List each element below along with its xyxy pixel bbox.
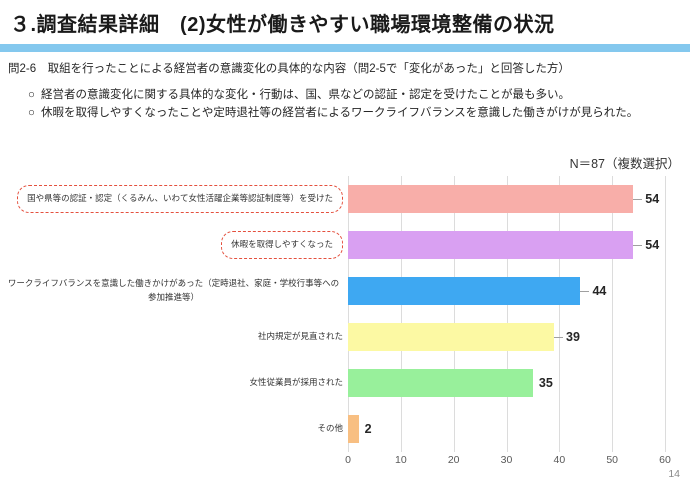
gridline <box>348 176 349 452</box>
category-label-cell: 社内規定が見直された <box>0 330 348 344</box>
page-title: ３.調査結果詳細 (2)女性が働きやすい職場環境整備の状況 <box>10 14 555 36</box>
bar <box>348 185 634 213</box>
leader-line <box>554 336 564 338</box>
value-label: 44 <box>592 284 607 298</box>
category-label-cell: 休暇を取得しやすくなった <box>0 231 348 259</box>
gridline <box>559 176 561 452</box>
bullet-item: ○ 経営者の意識変化に関する具体的な変化・行動は、国、県などの認証・認定を受けたこ… <box>28 88 676 103</box>
value-label: 35 <box>538 376 553 390</box>
bullet-marker: ○ <box>28 89 35 101</box>
plot-area <box>348 176 666 452</box>
chart-row: 休暇を取得しやすくなった 54 <box>0 222 690 268</box>
bullet-item: ○ 休暇を取得しやすくなったことや定時退社等の経営者によるワークライフバランスを意… <box>28 106 676 121</box>
chart-row: 女性従業員が採用された 35 <box>0 360 690 406</box>
leader-line <box>580 290 590 292</box>
category-label-cell: 国や県等の認証・認定（くるみん、いわて女性活躍企業等認証制度等）を受けた <box>0 185 348 213</box>
gridline <box>400 176 402 452</box>
value-label: 2 <box>364 422 372 436</box>
gridline <box>453 176 455 452</box>
category-label: 国や県等の認証・認定（くるみん、いわて女性活躍企業等認証制度等）を受けた <box>27 193 333 204</box>
bullet-text: 休暇を取得しやすくなったことや定時退社等の経営者によるワークライフバランスを意識… <box>40 106 639 119</box>
category-label: 社内規定が見直された <box>257 331 343 342</box>
x-tick: 0 <box>345 454 351 466</box>
gridline <box>612 176 614 452</box>
bar <box>348 323 555 351</box>
bar <box>348 415 359 443</box>
chart-row: 国や県等の認証・認定（くるみん、いわて女性活躍企業等認証制度等）を受けた 54 <box>0 176 690 222</box>
title-accent-bar <box>0 44 690 52</box>
chart-row: その他 2 <box>0 406 690 452</box>
bar <box>348 231 634 259</box>
chart-row: 社内規定が見直された 39 <box>0 314 690 360</box>
value-label: 54 <box>645 192 660 206</box>
question-text: 問2-6 取組を行ったことによる経営者の意識変化の具体的な内容（問2-5で「変化… <box>8 63 570 75</box>
bullet-text: 経営者の意識変化に関する具体的な変化・行動は、国、県などの認証・認定を受けたこと… <box>40 89 570 101</box>
bar-cell: 44 <box>348 277 678 305</box>
x-axis: 0 10 20 30 40 50 60 <box>345 454 671 472</box>
x-tick: 50 <box>606 454 618 466</box>
sample-size-label: N＝87（複数選択） <box>569 157 680 171</box>
chart-row: ワークライフバランスを意識した働きかけがあった（定時退社、家庭・学校行事等への参… <box>0 268 690 314</box>
value-label: 54 <box>645 238 660 252</box>
bar <box>348 277 581 305</box>
x-tick: 20 <box>447 454 460 466</box>
x-tick: 10 <box>394 454 407 466</box>
category-label-cell: その他 <box>0 422 348 436</box>
category-label: 休暇を取得しやすくなった <box>231 239 333 250</box>
x-tick: 60 <box>659 454 671 466</box>
highlight-box: 国や県等の認証・認定（くるみん、いわて女性活躍企業等認証制度等）を受けた <box>17 185 343 213</box>
leader-line <box>633 198 643 200</box>
bar-cell: 39 <box>348 323 678 351</box>
category-label-cell: ワークライフバランスを意識した働きかけがあった（定時退社、家庭・学校行事等への参… <box>0 277 348 304</box>
bar-cell: 2 <box>348 415 678 443</box>
value-label: 39 <box>566 330 580 344</box>
gridline <box>665 176 666 452</box>
page-number: 14 <box>668 468 680 480</box>
leader-line <box>359 429 362 430</box>
leader-line <box>533 383 536 384</box>
category-label: ワークライフバランスを意識した働きかけがあった（定時退社、家庭・学校行事等への参… <box>7 278 340 302</box>
x-tick: 30 <box>500 454 513 466</box>
bar-cell: 54 <box>348 185 678 213</box>
bar-cell: 54 <box>348 231 678 259</box>
leader-line <box>633 244 643 246</box>
bar-cell: 35 <box>348 369 678 397</box>
bullet-marker: ○ <box>28 106 35 119</box>
x-tick: 40 <box>553 454 566 466</box>
gridline <box>506 176 508 452</box>
category-label-cell: 女性従業員が採用された <box>0 376 348 390</box>
chart-rows: 国や県等の認証・認定（くるみん、いわて女性活躍企業等認証制度等）を受けた 54 … <box>0 176 690 452</box>
summary-bullets: ○ 経営者の意識変化に関する具体的な変化・行動は、国、県などの認証・認定を受けたこ… <box>28 88 676 124</box>
category-label: 女性従業員が採用された <box>249 377 343 388</box>
bar <box>348 369 533 397</box>
highlight-box: 休暇を取得しやすくなった <box>221 231 343 259</box>
category-label: その他 <box>317 423 343 434</box>
bar-chart: 国や県等の認証・認定（くるみん、いわて女性活躍企業等認証制度等）を受けた 54 … <box>0 176 690 474</box>
